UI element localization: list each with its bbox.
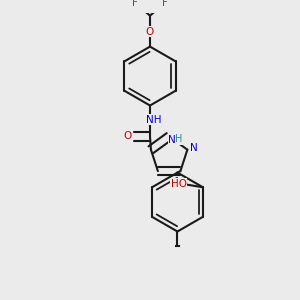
Text: N: N [168,135,176,145]
Text: NH: NH [146,115,161,124]
Text: N: N [190,143,198,153]
Text: F: F [162,0,168,8]
Text: O: O [123,131,131,142]
Text: F: F [132,0,138,8]
Text: H: H [175,134,182,144]
Text: O: O [146,27,154,37]
Text: HO: HO [171,178,187,189]
